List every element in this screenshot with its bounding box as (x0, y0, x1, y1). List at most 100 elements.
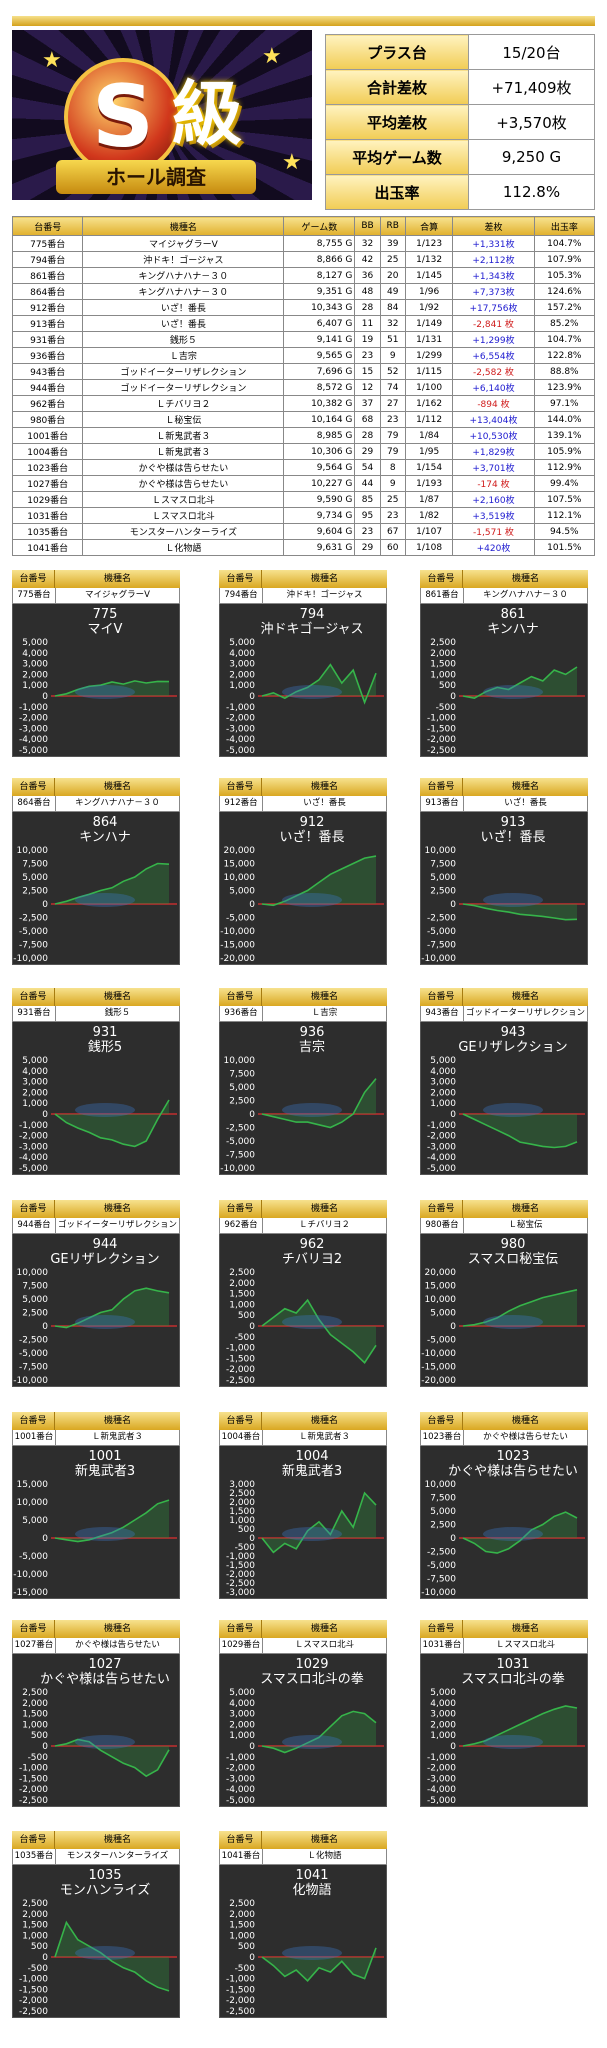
y-tick-label: -5,000 (427, 927, 456, 937)
table-cell: +2,160枚 (452, 491, 535, 508)
watermark-logo (483, 1103, 543, 1117)
table-cell: 99.4% (533, 475, 596, 492)
chart-title-name: チバリヨ2 (282, 1252, 342, 1267)
table-cell: マイジャグラーV (82, 235, 285, 252)
y-tick-label: -2,500 (226, 1124, 255, 1134)
table-cell: 1027番台 (11, 475, 84, 492)
y-tick-label: 1,000 (229, 1931, 255, 1941)
watermark-logo (282, 1103, 342, 1117)
card-header-name-label: 機種名 (103, 574, 131, 584)
y-tick-label: -4,000 (427, 1153, 456, 1163)
y-tick-label: 2,500 (229, 1899, 255, 1909)
chart-plot: 775 マイV 5,000 4,000 3,000 2,000 1,000 0 -1,000 -2… (12, 604, 180, 757)
card-header-name-label: 機種名 (103, 992, 131, 1002)
table-cell: 101.5% (533, 539, 596, 556)
y-tick-label: -2,000 (19, 1785, 48, 1795)
column-header: 台番号 (11, 216, 84, 236)
chart-plot: 794 沖ドキゴージャス 5,000 4,000 3,000 2,000 1,000 0 -1,… (219, 604, 387, 757)
card-header-number-label: 台番号 (12, 778, 55, 796)
watermark-logo (483, 685, 543, 699)
y-tick-label: -500 (436, 703, 457, 713)
chart-title-name: スマスロ北斗の拳 (260, 1671, 364, 1687)
table-cell: +2,112枚 (452, 251, 535, 268)
chart-plot: 1023 かぐや様は告らせたい 10,000 7,500 5,000 2,500 0 -2,5… (420, 1446, 588, 1599)
card-header-name-label: 機種名 (310, 1624, 338, 1634)
table-cell: 10,382 G (283, 395, 356, 412)
table-cell: 8,572 G (283, 379, 356, 396)
card-machine-number: 913番台 (421, 796, 464, 811)
y-tick-label: 3,000 (22, 660, 48, 670)
y-tick-label: 2,000 (229, 670, 255, 680)
y-tick-label: -10,000 (220, 1164, 255, 1174)
table-cell: +10,530枚 (452, 427, 535, 444)
summary-row: 平均ゲーム数 9,250 G (325, 139, 595, 175)
table-cell: 8,985 G (283, 427, 356, 444)
chart-title-number: 861 (501, 607, 526, 622)
table-cell: 32 (379, 315, 406, 332)
y-tick-label: 0 (42, 1110, 48, 1120)
y-tick-label: 2,000 (22, 670, 48, 680)
watermark-logo (282, 1315, 342, 1329)
table-cell: 94.5% (533, 523, 596, 540)
y-tick-label: -7,500 (19, 1363, 48, 1373)
y-tick-label: 5,000 (430, 873, 456, 883)
difference-area (55, 1500, 169, 1542)
y-tick-label: 4,000 (229, 1699, 255, 1709)
y-tick-label: 10,000 (224, 1056, 256, 1066)
column-header: RB (379, 216, 406, 236)
summary-label: 平均ゲーム数 (325, 139, 469, 175)
summary-row: 出玉率 112.8% (325, 174, 595, 210)
card-header-number-label: 台番号 (420, 1620, 463, 1638)
y-tick-label: 2,000 (22, 1088, 48, 1098)
watermark-logo (75, 685, 135, 699)
card-machine-name: Ｌスマスロ北斗 (294, 1640, 355, 1650)
difference-line (261, 1947, 377, 1982)
table-cell: 9 (379, 347, 406, 364)
chart-plot: 936 吉宗 10,000 7,500 5,000 2,500 0 -2,500 -5,000 -… (219, 1022, 387, 1175)
y-tick-label: 0 (450, 900, 456, 910)
y-tick-label: -5,000 (427, 1796, 456, 1806)
chart-card: 台番号 機種名 794番台 沖ドキ！ゴージャス 794 沖ドキゴージャス 5,000 4,00… (219, 570, 387, 757)
table-cell: いざ！番長 (82, 299, 285, 316)
y-tick-label: -2,000 (19, 1996, 48, 2006)
chart-title-number: 931 (93, 1025, 118, 1040)
card-machine-number: 1031番台 (421, 1638, 464, 1653)
difference-line (462, 1289, 578, 1327)
y-tick-label: 4,000 (430, 1699, 456, 1709)
table-cell: Ｌチバリヨ２ (82, 395, 285, 412)
card-machine-name: かぐや様は告らせたい (483, 1432, 568, 1442)
watermark-logo (75, 1735, 135, 1749)
chart-title-name: 新鬼武者3 (75, 1463, 135, 1479)
table-cell: +3,701枚 (452, 459, 535, 476)
table-cell: 1035番台 (11, 523, 84, 540)
chart-plot: 1004 新鬼武者3 3,000 2,500 2,000 1,500 1,000 500 0 -5… (219, 1446, 387, 1599)
card-header: 台番号 機種名 (12, 1620, 180, 1638)
table-cell: 9,631 G (283, 539, 356, 556)
y-tick-label: -2,500 (427, 1548, 456, 1558)
y-tick-label: 0 (249, 1322, 255, 1332)
card-machine-name: いざ！番長 (504, 798, 547, 808)
difference-area (463, 1289, 577, 1326)
table-cell: +420枚 (452, 539, 535, 556)
card-header: 台番号 機種名 (219, 1831, 387, 1849)
difference-area (55, 1922, 169, 1991)
y-tick-label: 0 (42, 1322, 48, 1332)
y-tick-label: 1,000 (430, 670, 456, 680)
column-header: 差枚 (452, 216, 535, 236)
table-row: 864番台 キングハナハナ－３０ 9,351 G 48 49 1/96 +7,373枚 124… (11, 283, 596, 300)
difference-area (262, 1300, 376, 1363)
table-cell: 794番台 (11, 251, 84, 268)
table-cell: 6,407 G (283, 315, 356, 332)
watermark-logo (282, 1946, 342, 1960)
table-row: 1023番台 かぐや様は告らせたい 9,564 G 54 8 1/154 +3,701枚 11… (11, 459, 596, 476)
y-tick-label: 1,000 (229, 681, 255, 691)
table-cell: Ｌ新鬼武者３ (82, 443, 285, 460)
y-tick-label: -1,000 (226, 703, 255, 713)
chart-title-number: 980 (501, 1237, 526, 1252)
y-tick-label: 1,500 (229, 1290, 255, 1300)
